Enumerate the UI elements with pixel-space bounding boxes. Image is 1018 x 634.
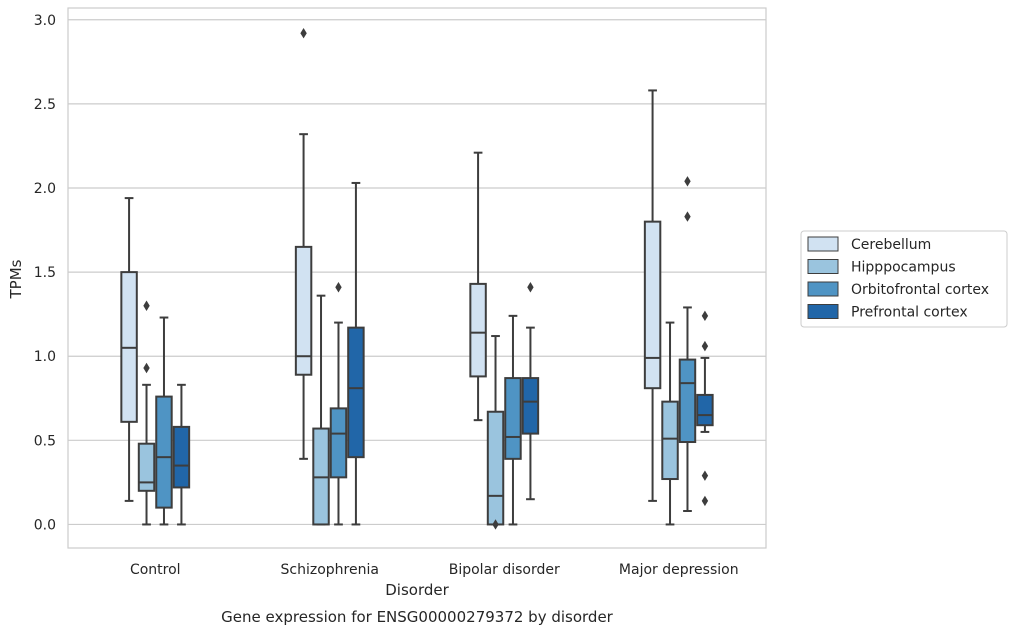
box-cerebellum: [469, 151, 487, 422]
outlier-point: [335, 282, 342, 293]
box-body: [469, 282, 487, 378]
box-body: [155, 395, 173, 509]
legend-label: Cerebellum: [851, 237, 931, 253]
box-body: [696, 393, 714, 427]
box-prefrontal-cortex: [696, 310, 714, 507]
y-tick-label: 2.0: [34, 181, 56, 197]
box-hipppocampus: [661, 321, 679, 526]
legend-swatch: [807, 259, 839, 274]
legend-swatch: [807, 236, 839, 252]
outlier-point: [701, 470, 709, 481]
box-body: [294, 245, 313, 376]
y-tick-label: 3.0: [34, 13, 56, 29]
outlier-point: [684, 211, 691, 222]
outlier-point: [143, 300, 150, 311]
x-axis-label: Disorder: [385, 581, 449, 599]
y-tick-label: 1.0: [34, 349, 56, 365]
box-prefrontal-cortex: [347, 181, 365, 526]
legend-label: Hipppocampus: [851, 260, 956, 276]
legend-label: Orbitofrontal cortex: [851, 282, 989, 298]
outlier-point: [701, 340, 709, 352]
box-body: [329, 407, 348, 479]
legend-frame: [800, 230, 1008, 328]
y-tick-labels: 0.0 0.5 1.0 1.5 2.0 2.5 3.0: [34, 13, 56, 534]
x-tick-label: Schizophrenia: [281, 562, 379, 578]
outlier-point: [143, 362, 150, 374]
box-body: [504, 377, 522, 460]
box-body: [521, 377, 540, 435]
outlier-point: [701, 495, 709, 507]
box-body: [661, 400, 679, 481]
y-tick-label: 0.5: [34, 433, 56, 449]
box-body: [643, 220, 662, 390]
box-body: [172, 425, 191, 489]
y-tick-label: 1.5: [34, 265, 56, 281]
box-cerebellum: [294, 28, 313, 460]
box-body: [137, 442, 156, 492]
box-body: [678, 358, 697, 444]
y-tick-label: 2.5: [34, 97, 56, 113]
outlier-point: [701, 310, 709, 322]
y-axis-label: TPMs: [7, 259, 25, 299]
box-hipppocampus: [312, 294, 330, 526]
x-tick-label: Major depression: [619, 562, 739, 578]
box-body: [486, 410, 505, 526]
box-cerebellum: [643, 89, 662, 502]
outlier-point: [527, 282, 534, 293]
x-tick-labels: Control Schizophrenia Bipolar disorder Majo…: [130, 562, 739, 578]
legend-swatch: [807, 304, 839, 319]
chart-caption: Gene expression for ENSG00000279372 by d…: [221, 608, 614, 626]
box-orbitofrontal-cortex: [678, 176, 697, 512]
box-orbitofrontal-cortex: [504, 314, 522, 526]
box-hipppocampus: [486, 335, 505, 530]
x-tick-label: Bipolar disorder: [449, 562, 560, 578]
outlier-point: [684, 176, 691, 187]
box-prefrontal-cortex: [521, 282, 540, 501]
box-prefrontal-cortex: [172, 383, 191, 526]
outlier-point: [492, 519, 499, 530]
plot-frame: [67, 7, 767, 549]
box-orbitofrontal-cortex: [155, 316, 173, 526]
outlier-point: [300, 28, 307, 39]
legend-swatch: [807, 281, 839, 297]
x-tick-label: Control: [130, 562, 181, 578]
boxes: [120, 28, 714, 530]
legend-label: Prefrontal cortex: [851, 305, 968, 321]
box-orbitofrontal-cortex: [329, 282, 348, 526]
box-body: [347, 326, 365, 459]
box-cerebellum: [120, 197, 138, 502]
box-hipppocampus: [137, 300, 156, 526]
legend: Cerebellum Hipppocampus Orbitofrontal cort…: [800, 230, 1008, 328]
y-tick-label: 0.0: [34, 517, 56, 533]
